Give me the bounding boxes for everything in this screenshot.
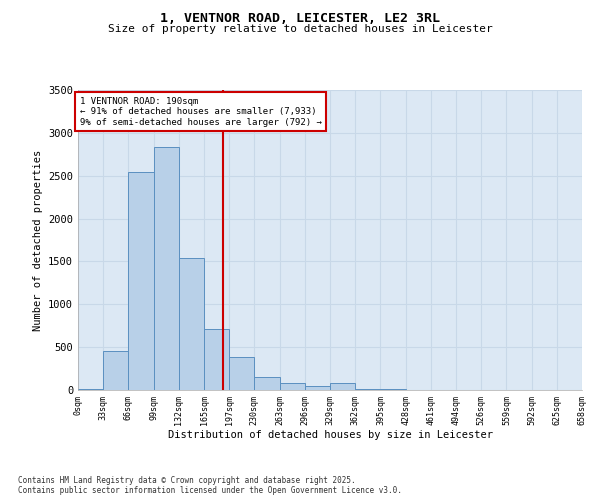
Bar (229, 358, 254, 390)
Bar (179, 258, 204, 390)
Bar (355, 389, 380, 390)
Bar (154, 148, 179, 390)
Bar (305, 386, 330, 390)
Bar (128, 172, 154, 390)
Bar (380, 389, 406, 390)
Text: Contains HM Land Registry data © Crown copyright and database right 2025.
Contai: Contains HM Land Registry data © Crown c… (18, 476, 402, 495)
Bar (280, 383, 305, 390)
Bar (254, 376, 280, 390)
Bar (103, 350, 128, 390)
Bar (330, 383, 355, 390)
Bar (78, 389, 103, 390)
Text: 1, VENTNOR ROAD, LEICESTER, LE2 3RL: 1, VENTNOR ROAD, LEICESTER, LE2 3RL (160, 12, 440, 26)
Y-axis label: Number of detached properties: Number of detached properties (32, 150, 43, 330)
Text: 1 VENTNOR ROAD: 190sqm
← 91% of detached houses are smaller (7,933)
9% of semi-d: 1 VENTNOR ROAD: 190sqm ← 91% of detached… (80, 97, 322, 126)
X-axis label: Distribution of detached houses by size in Leicester: Distribution of detached houses by size … (167, 430, 493, 440)
Bar (204, 329, 229, 390)
Text: Size of property relative to detached houses in Leicester: Size of property relative to detached ho… (107, 24, 493, 34)
